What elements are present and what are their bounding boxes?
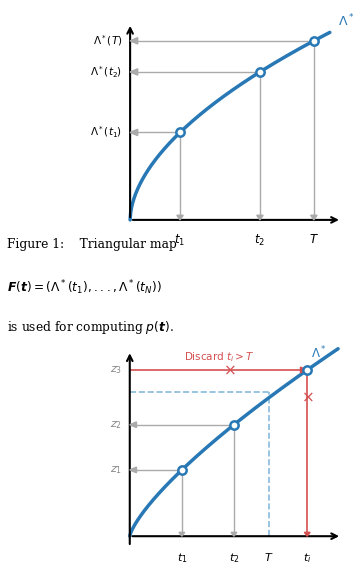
Text: $t_2$: $t_2$ xyxy=(254,233,265,248)
Polygon shape xyxy=(310,215,317,220)
Polygon shape xyxy=(231,532,237,536)
Text: $\Lambda^*$: $\Lambda^*$ xyxy=(311,345,327,361)
Text: $t_1$: $t_1$ xyxy=(177,551,187,565)
Text: Discard $t_i > T$: Discard $t_i > T$ xyxy=(184,351,254,364)
Polygon shape xyxy=(300,367,307,373)
Polygon shape xyxy=(130,38,138,44)
Text: $\times$: $\times$ xyxy=(301,390,313,405)
Polygon shape xyxy=(179,532,185,536)
Text: $\Lambda^*$: $\Lambda^*$ xyxy=(338,13,355,30)
Polygon shape xyxy=(130,69,138,75)
Polygon shape xyxy=(257,215,263,220)
Text: is used for computing $p(\boldsymbol{t})$.: is used for computing $p(\boldsymbol{t})… xyxy=(7,319,174,336)
Text: $T$: $T$ xyxy=(309,233,319,246)
Text: $\times$: $\times$ xyxy=(223,362,236,378)
Text: Figure 1:    Triangular map: Figure 1: Triangular map xyxy=(7,238,177,251)
Text: $z_1$: $z_1$ xyxy=(110,464,122,476)
Text: $z_2$: $z_2$ xyxy=(110,419,122,430)
Text: $z_3$: $z_3$ xyxy=(110,364,122,376)
Polygon shape xyxy=(304,532,310,536)
Polygon shape xyxy=(177,215,183,220)
Text: $\Lambda^*(t_2)$: $\Lambda^*(t_2)$ xyxy=(90,64,122,79)
Text: $t_i$: $t_i$ xyxy=(303,551,312,565)
Text: $T$: $T$ xyxy=(264,551,273,563)
Text: $\boldsymbol{F}(\boldsymbol{t}) = (\Lambda^*(t_1), ..., \Lambda^*(t_N))$: $\boldsymbol{F}(\boldsymbol{t}) = (\Lamb… xyxy=(7,278,162,297)
Text: $\Lambda^*(T)$: $\Lambda^*(T)$ xyxy=(93,34,122,48)
Polygon shape xyxy=(130,467,136,473)
Polygon shape xyxy=(130,129,138,136)
Text: $\Lambda^*(t_1)$: $\Lambda^*(t_1)$ xyxy=(90,125,122,140)
Polygon shape xyxy=(130,422,136,427)
Text: $t_2$: $t_2$ xyxy=(229,551,239,565)
Text: $t_1$: $t_1$ xyxy=(174,233,186,248)
